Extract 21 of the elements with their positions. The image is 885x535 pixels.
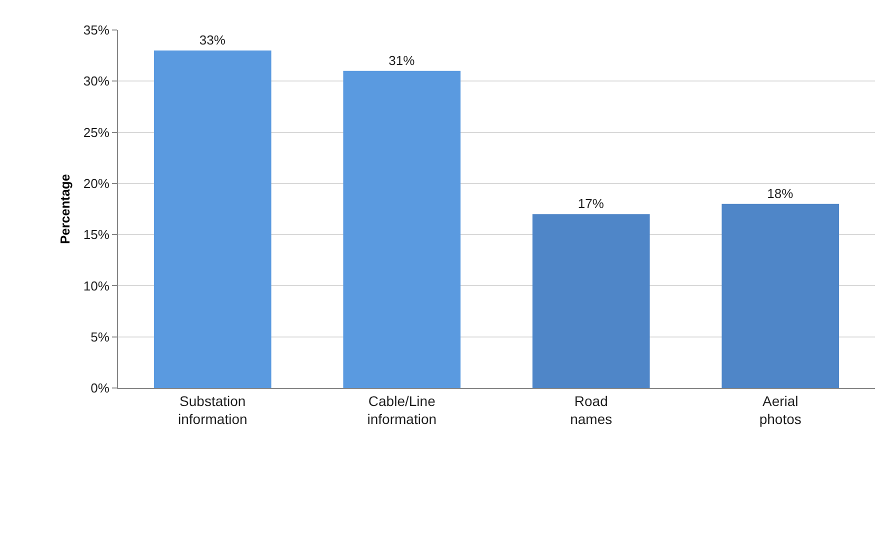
x-tick-label: Road names: [570, 392, 612, 427]
bar: [722, 204, 840, 388]
bar: [154, 50, 272, 388]
y-tick-label: 35%: [83, 22, 110, 38]
x-tick-label: Aerial photos: [759, 392, 802, 427]
data-label: 17%: [578, 196, 604, 212]
data-label: 33%: [199, 32, 226, 48]
x-tick-label: Substation information: [178, 392, 248, 427]
data-label: 31%: [388, 52, 416, 68]
bar: [343, 70, 461, 388]
y-tick-label: 20%: [83, 176, 110, 191]
y-tick-label: 5%: [90, 329, 110, 344]
data-label: 18%: [767, 186, 794, 201]
bar: [532, 214, 650, 388]
y-tick-label: 0%: [90, 380, 110, 396]
y-tick-label: 25%: [83, 124, 110, 140]
x-tick-label: Cable/Line information: [367, 392, 437, 427]
y-tick-label: 30%: [83, 74, 110, 89]
y-tick-label: 10%: [83, 278, 110, 294]
y-tick-label: 15%: [83, 227, 110, 242]
y-axis-title: Percentage: [57, 174, 72, 244]
